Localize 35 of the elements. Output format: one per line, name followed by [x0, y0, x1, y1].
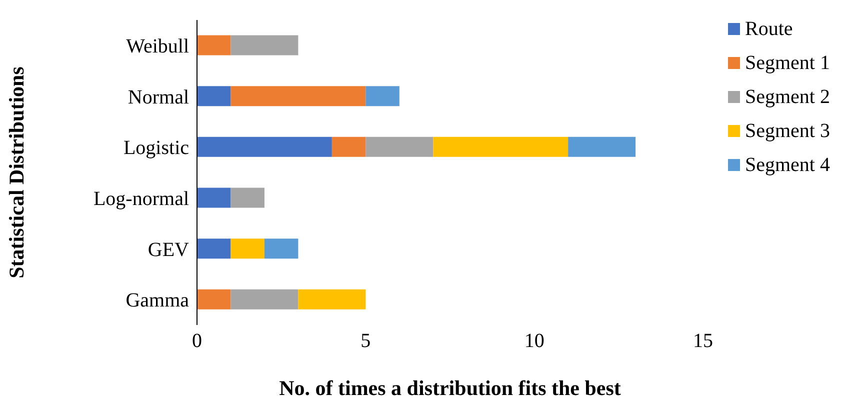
y-tick-label: Log-normal	[93, 188, 190, 210]
legend-label: Segment 3	[745, 119, 830, 144]
bar	[332, 136, 366, 157]
bar	[264, 238, 298, 259]
bar	[366, 136, 434, 157]
bar	[197, 35, 231, 56]
bar	[433, 136, 568, 157]
x-tick-label: 10	[524, 330, 544, 352]
x-tick-label: 5	[360, 330, 371, 352]
y-axis-title: Statistical Distributions	[4, 66, 28, 278]
bar	[298, 289, 366, 310]
x-axis-title: No. of times a distribution fits the best	[279, 376, 621, 400]
legend-label: Route	[745, 17, 793, 42]
y-tick-label: Gamma	[126, 290, 190, 312]
y-tick-label: GEV	[148, 238, 190, 261]
bar	[197, 188, 231, 208]
y-tick-label: Weibull	[126, 36, 190, 58]
legend-label: Segment 1	[745, 51, 830, 76]
x-tick-label: 15	[693, 330, 713, 352]
y-tick-label: Normal	[128, 86, 190, 108]
x-tick-label: 0	[192, 330, 202, 352]
bar	[230, 289, 298, 310]
bar	[197, 238, 231, 259]
bar	[366, 86, 400, 106]
bar	[230, 86, 366, 106]
bar	[230, 238, 264, 259]
bar	[197, 289, 231, 310]
bar	[197, 136, 332, 157]
legend-label: Segment 2	[745, 85, 830, 110]
bar	[230, 188, 264, 208]
y-tick-label: Logistic	[123, 137, 190, 160]
bar	[197, 86, 231, 106]
legend-label: Segment 4	[745, 153, 830, 178]
bar	[230, 35, 298, 56]
bar	[568, 136, 636, 157]
